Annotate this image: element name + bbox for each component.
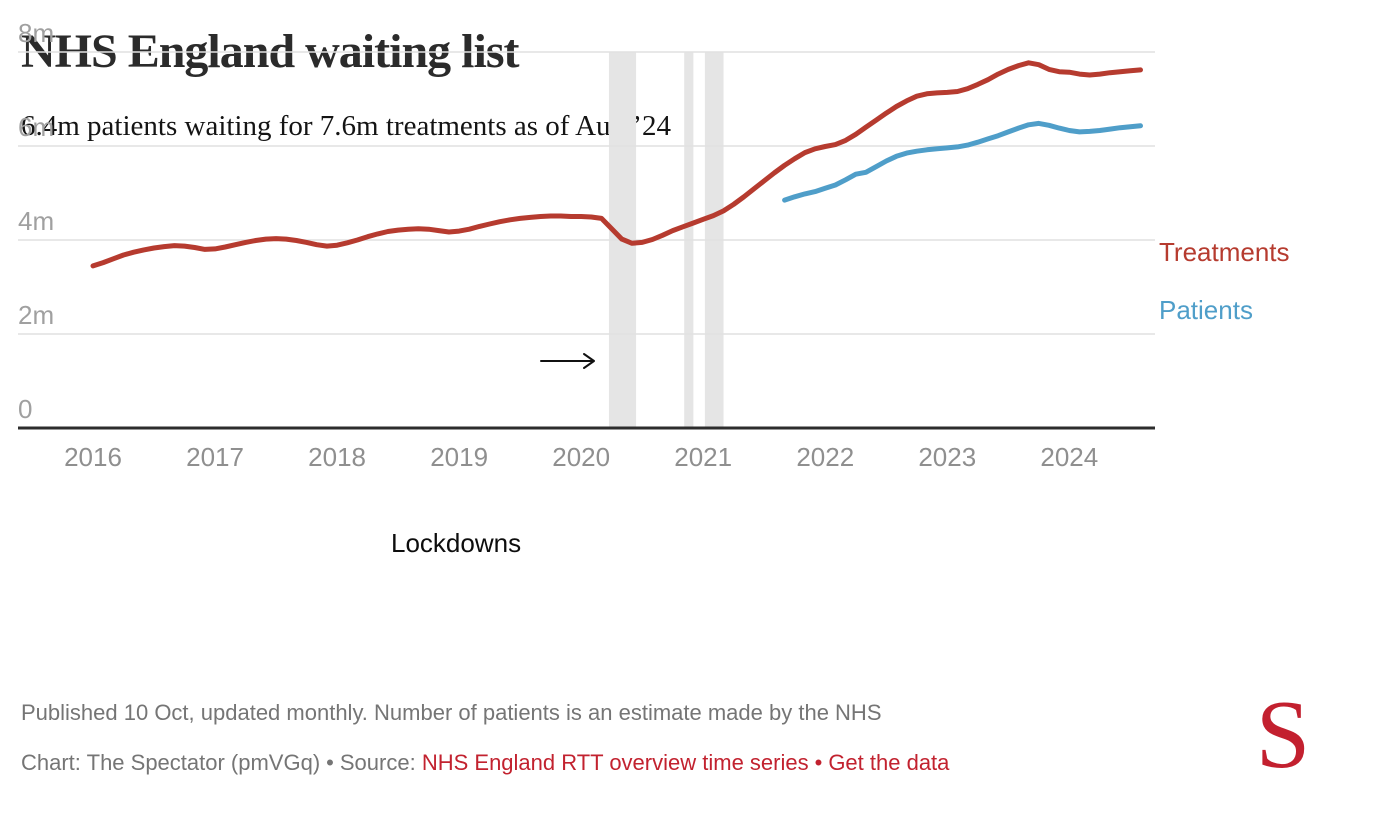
y-axis-tick-label: 6m <box>18 112 54 142</box>
y-axis-tick-label: 0 <box>18 394 32 424</box>
x-axis-tick-label: 2023 <box>918 442 976 472</box>
y-axis-tick-label: 2m <box>18 300 54 330</box>
chart-subtitle: 6.4m patients waiting for 7.6m treatment… <box>21 110 671 142</box>
x-axis-tick-label: 2024 <box>1040 442 1098 472</box>
lockdowns-annotation: Lockdowns <box>391 528 522 558</box>
footer-credit: Chart: The Spectator (pmVGq) • Source: NHS… <box>21 750 949 776</box>
x-axis-tick-label: 2017 <box>186 442 244 472</box>
x-axis-tick-label: 2018 <box>308 442 366 472</box>
x-axis-tick-label: 2022 <box>796 442 854 472</box>
series-label-treatments: Treatments <box>1159 237 1290 267</box>
series-line-patients <box>782 120 1143 203</box>
nhs-waiting-list-line-chart: 8m 6m 4m 2m 0 2016 2017 2018 2019 2020 2021 2022 202… <box>18 18 1155 472</box>
source-label: Source: <box>339 750 416 775</box>
series-label-patients: Patients <box>1159 295 1253 325</box>
y-axis-tick-label: 4m <box>18 206 54 236</box>
chart-credit: Chart: The Spectator (pmVGq) <box>21 750 321 775</box>
x-axis-tick-label: 2016 <box>64 442 122 472</box>
x-axis-tick-label: 2019 <box>430 442 488 472</box>
get-the-data-link[interactable]: Get the data <box>828 750 950 775</box>
spectator-logo[interactable]: S <box>1255 681 1311 789</box>
footer-note: Published 10 Oct, updated monthly. Numbe… <box>21 700 882 725</box>
x-axis-tick-label: 2020 <box>552 442 610 472</box>
x-axis-tick-label: 2021 <box>674 442 732 472</box>
separator-dot: • <box>326 750 334 775</box>
separator-dot-red: • <box>814 750 823 775</box>
y-axis-tick-label: 8m <box>18 18 54 48</box>
source-link[interactable]: NHS England RTT overview time series <box>421 750 809 775</box>
lockdowns-arrow-icon <box>540 353 595 369</box>
series-line-treatments <box>90 60 1143 269</box>
